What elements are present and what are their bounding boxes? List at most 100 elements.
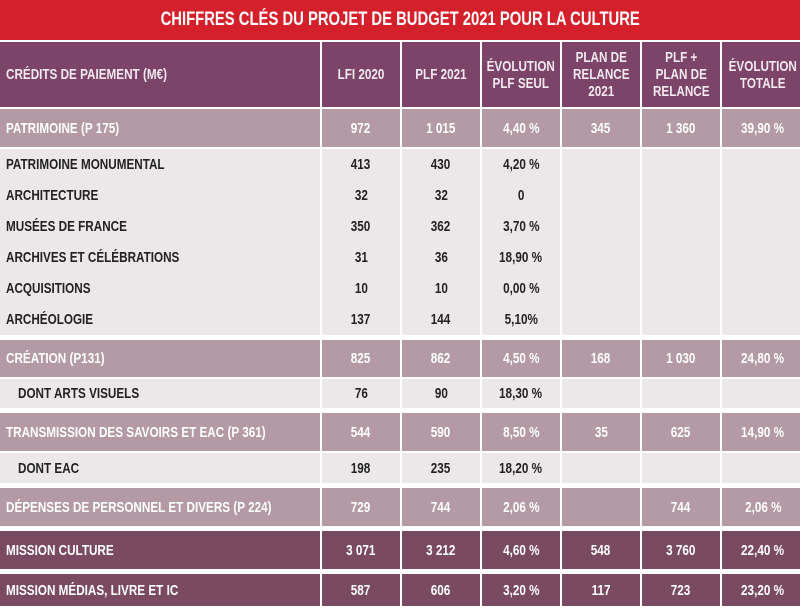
cell-text: PATRIMOINE (P 175) bbox=[6, 119, 120, 137]
column-header: PLF + PLAN DE RELANCE bbox=[642, 42, 720, 107]
cell-text: 4,20 % bbox=[502, 156, 540, 173]
column-header: ÉVOLUTION PLF SEUL bbox=[482, 42, 560, 107]
header-row: CRÉDITS DE PAIEMENT (M€) LFI 2020 PLF 2021… bbox=[0, 42, 800, 107]
cell-text: ARCHITECTURE bbox=[6, 187, 99, 204]
cell-text: DÉPENSES DE PERSONNEL ET DIVERS (P 224) bbox=[6, 498, 272, 516]
table-cell: 4,40 % bbox=[482, 109, 560, 147]
header-text: PLF + PLAN DE RELANCE bbox=[652, 49, 710, 100]
column-header: ÉVOLUTION TOTALE bbox=[722, 42, 800, 107]
table-cell: 23,20 % bbox=[722, 574, 800, 606]
total-row: MISSION CULTURE 3 071 3 212 4,60 % 548 3 760 2… bbox=[0, 531, 800, 569]
table-cell bbox=[642, 273, 720, 304]
table-row: MUSÉES DE FRANCE 350 362 3,70 % bbox=[0, 211, 800, 242]
cell-text: CRÉATION (P131) bbox=[6, 350, 105, 367]
header-text: CRÉDITS DE PAIEMENT (M€) bbox=[6, 66, 167, 83]
section-row: TRANSMISSION DES SAVOIRS ET EAC (P 361) 5… bbox=[0, 413, 800, 451]
table-cell: 3 760 bbox=[642, 531, 720, 569]
cell-text: 22,40 % bbox=[741, 541, 785, 559]
table-cell bbox=[722, 379, 800, 408]
table-cell: 1 360 bbox=[642, 109, 720, 147]
table-cell bbox=[562, 149, 640, 180]
table-cell: 2,06 % bbox=[722, 488, 800, 526]
table-cell: 168 bbox=[562, 340, 640, 377]
cell-text: DONT EAC bbox=[18, 459, 80, 477]
table-cell: 345 bbox=[562, 109, 640, 147]
table-cell bbox=[642, 180, 720, 211]
cell-text: 31 bbox=[354, 249, 368, 266]
cell-text: 548 bbox=[591, 541, 611, 559]
table-row: DONT ARTS VISUELS 76 90 18,30 % bbox=[0, 379, 800, 408]
cell-text: MISSION CULTURE bbox=[6, 541, 114, 559]
cell-text: DONT ARTS VISUELS bbox=[18, 385, 140, 402]
cell-text: 1 360 bbox=[666, 119, 696, 137]
cell-text: 144 bbox=[431, 311, 451, 328]
table-cell: 0,00 % bbox=[482, 273, 560, 304]
table-cell: 31 bbox=[322, 242, 400, 273]
table-cell: 90 bbox=[402, 379, 480, 408]
header-text: PLAN DE RELANCE 2021 bbox=[572, 49, 630, 100]
cell-text: 350 bbox=[351, 218, 371, 235]
table-cell: 76 bbox=[322, 379, 400, 408]
table-cell: 18,20 % bbox=[482, 453, 560, 483]
table-cell: 544 bbox=[322, 413, 400, 451]
cell-text: 413 bbox=[351, 156, 371, 173]
table-cell: 413 bbox=[322, 149, 400, 180]
cell-text: 18,20 % bbox=[499, 459, 543, 477]
header-text: LFI 2020 bbox=[337, 66, 385, 83]
cell-text: 430 bbox=[431, 156, 451, 173]
table-cell bbox=[562, 180, 640, 211]
row-label: PATRIMOINE MONUMENTAL bbox=[0, 149, 320, 180]
table-cell: 362 bbox=[402, 211, 480, 242]
cell-text: 137 bbox=[351, 311, 371, 328]
table-cell: 548 bbox=[562, 531, 640, 569]
budget-table: CRÉDITS DE PAIEMENT (M€) LFI 2020 PLF 2021… bbox=[0, 40, 800, 606]
table-cell: 35 bbox=[562, 413, 640, 451]
cell-text: 2,06 % bbox=[744, 498, 782, 516]
cell-text: 117 bbox=[591, 581, 611, 599]
row-label: MUSÉES DE FRANCE bbox=[0, 211, 320, 242]
table-cell: 18,90 % bbox=[482, 242, 560, 273]
table-cell bbox=[722, 149, 800, 180]
table-cell: 4,50 % bbox=[482, 340, 560, 377]
cell-text: 3 071 bbox=[346, 541, 376, 559]
table-cell: 744 bbox=[402, 488, 480, 526]
table-cell: 3 071 bbox=[322, 531, 400, 569]
table-cell: 587 bbox=[322, 574, 400, 606]
table-cell: 36 bbox=[402, 242, 480, 273]
cell-text: 3,70 % bbox=[502, 218, 540, 235]
row-label: ARCHITECTURE bbox=[0, 180, 320, 211]
table-row: ARCHÉOLOGIE 137 144 5,10% bbox=[0, 304, 800, 335]
cell-text: 1 015 bbox=[426, 119, 456, 137]
cell-text: 825 bbox=[351, 350, 371, 367]
table-cell bbox=[722, 273, 800, 304]
table-cell: 137 bbox=[322, 304, 400, 335]
cell-text: 10 bbox=[434, 280, 448, 297]
table-cell: 1 015 bbox=[402, 109, 480, 147]
cell-text: 625 bbox=[671, 423, 691, 441]
table-cell: 198 bbox=[322, 453, 400, 483]
table-cell bbox=[722, 242, 800, 273]
cell-text: 4,50 % bbox=[502, 350, 540, 367]
cell-text: PATRIMOINE MONUMENTAL bbox=[6, 156, 165, 173]
table-cell bbox=[562, 453, 640, 483]
cell-text: 862 bbox=[431, 350, 451, 367]
table-cell: 32 bbox=[322, 180, 400, 211]
table-cell bbox=[642, 211, 720, 242]
table-cell bbox=[562, 242, 640, 273]
row-label: DÉPENSES DE PERSONNEL ET DIVERS (P 224) bbox=[0, 488, 320, 526]
table-cell: 430 bbox=[402, 149, 480, 180]
title-text: CHIFFRES CLÉS DU PROJET DE BUDGET 2021 P… bbox=[160, 9, 640, 30]
header-text: ÉVOLUTION TOTALE bbox=[728, 57, 798, 92]
table-cell: 18,30 % bbox=[482, 379, 560, 408]
table-cell: 0 bbox=[482, 180, 560, 211]
cell-text: MUSÉES DE FRANCE bbox=[6, 218, 127, 235]
table-cell: 117 bbox=[562, 574, 640, 606]
cell-text: 36 bbox=[434, 249, 448, 266]
column-header: LFI 2020 bbox=[322, 42, 400, 107]
row-label: ACQUISITIONS bbox=[0, 273, 320, 304]
table-cell: 729 bbox=[322, 488, 400, 526]
cell-text: 8,50 % bbox=[502, 423, 540, 441]
table-cell: 144 bbox=[402, 304, 480, 335]
cell-text: 3 760 bbox=[666, 541, 696, 559]
table-row: ARCHITECTURE 32 32 0 bbox=[0, 180, 800, 211]
